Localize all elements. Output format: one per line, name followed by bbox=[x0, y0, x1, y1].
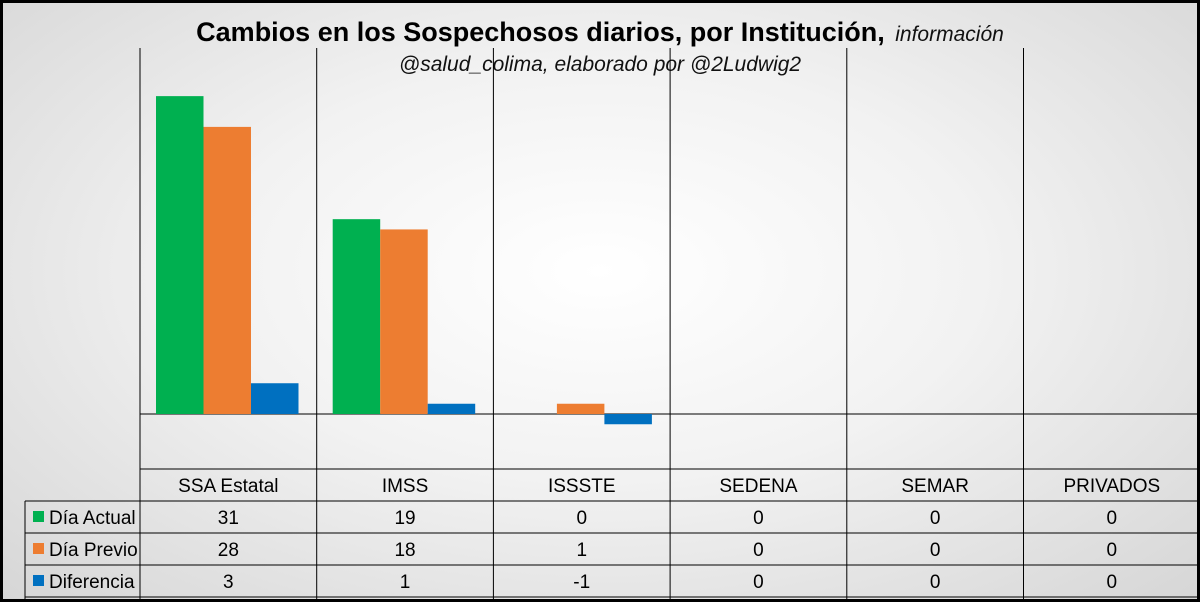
category-label: SSA Estatal bbox=[178, 476, 278, 497]
data-value: 0 bbox=[753, 572, 764, 593]
data-value: 19 bbox=[394, 508, 415, 529]
data-value: 0 bbox=[930, 572, 941, 593]
bar bbox=[251, 383, 299, 414]
data-value: 0 bbox=[1107, 572, 1118, 593]
data-value: 0 bbox=[753, 540, 764, 561]
data-value: 0 bbox=[753, 508, 764, 529]
series-name: Día Previo bbox=[49, 540, 138, 561]
bar bbox=[380, 229, 428, 414]
series-name: Diferencia bbox=[49, 572, 135, 593]
bar bbox=[427, 403, 476, 414]
data-value: 0 bbox=[1107, 540, 1118, 561]
category-label: IMSS bbox=[382, 476, 428, 497]
chart-title-main: Cambios en los Sospechosos diarios, por … bbox=[196, 17, 885, 47]
data-value: 28 bbox=[218, 540, 239, 561]
data-value: 1 bbox=[400, 572, 411, 593]
data-value: 0 bbox=[576, 508, 587, 529]
bar bbox=[332, 219, 381, 414]
chart-title-suffix: información bbox=[895, 23, 1004, 46]
data-value: 0 bbox=[930, 508, 941, 529]
data-value: 18 bbox=[394, 540, 415, 561]
legend-key bbox=[33, 543, 44, 554]
legend-key bbox=[33, 575, 44, 586]
chart-plot: SSA Estatal IMSS ISSSTE SEDENA SEMAR PRIVADOS… bbox=[24, 48, 1197, 599]
chart-subtitle: @salud_colima, elaborado por @2Ludwig2 bbox=[398, 53, 802, 76]
bar bbox=[203, 126, 251, 414]
bar bbox=[556, 403, 605, 414]
data-value: -1 bbox=[573, 572, 590, 593]
bar bbox=[156, 96, 204, 414]
category-label: ISSSTE bbox=[548, 476, 616, 497]
data-value: 31 bbox=[218, 508, 239, 529]
bar bbox=[604, 414, 652, 425]
category-label: PRIVADOS bbox=[1063, 476, 1160, 497]
category-label: SEMAR bbox=[901, 476, 969, 497]
data-value: 3 bbox=[223, 572, 234, 593]
legend-key bbox=[33, 511, 44, 522]
data-value: 0 bbox=[930, 540, 941, 561]
data-value: 1 bbox=[576, 540, 587, 561]
data-value: 0 bbox=[1107, 508, 1118, 529]
category-label: SEDENA bbox=[719, 476, 797, 497]
chart-title: Cambios en los Sospechosos diarios, por … bbox=[3, 17, 1197, 48]
series-name: Día Actual bbox=[49, 508, 136, 529]
